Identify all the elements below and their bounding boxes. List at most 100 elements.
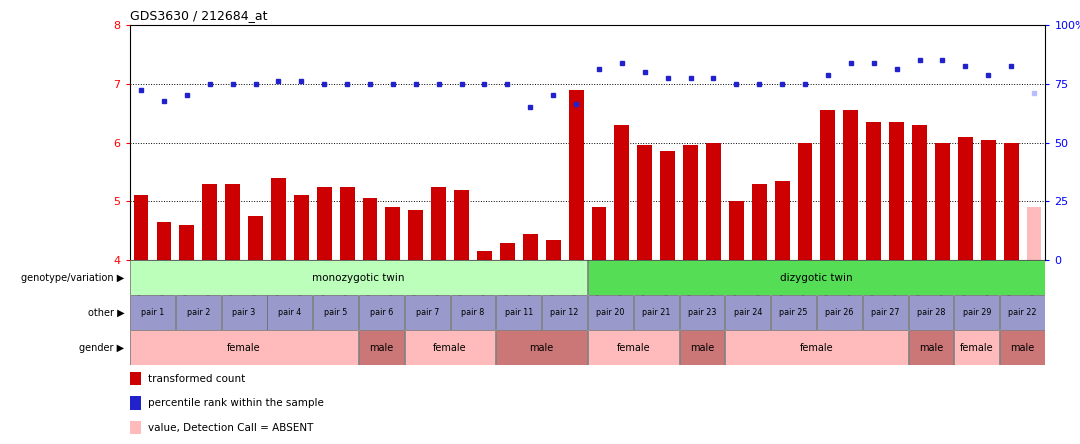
- Bar: [500, 242, 515, 260]
- Bar: [294, 195, 309, 260]
- Bar: [798, 143, 812, 260]
- Bar: [592, 207, 606, 260]
- Bar: [726, 330, 907, 365]
- Text: GDS3630 / 212684_at: GDS3630 / 212684_at: [130, 9, 267, 22]
- Text: pair 20: pair 20: [596, 308, 624, 317]
- Text: female: female: [799, 343, 834, 353]
- Bar: [981, 139, 996, 260]
- Text: pair 22: pair 22: [1009, 308, 1037, 317]
- Bar: [130, 330, 359, 365]
- Bar: [1000, 330, 1045, 365]
- Bar: [268, 295, 312, 330]
- Bar: [271, 178, 286, 260]
- Text: female: female: [433, 343, 467, 353]
- Bar: [955, 330, 999, 365]
- Bar: [405, 330, 496, 365]
- Bar: [843, 110, 859, 260]
- Text: pair 26: pair 26: [825, 308, 853, 317]
- Bar: [313, 295, 359, 330]
- Bar: [359, 295, 404, 330]
- Bar: [545, 240, 561, 260]
- Bar: [935, 143, 949, 260]
- Bar: [359, 330, 404, 365]
- Bar: [497, 330, 588, 365]
- Bar: [958, 137, 973, 260]
- Bar: [752, 184, 767, 260]
- Bar: [1027, 207, 1041, 260]
- Text: value, Detection Call = ABSENT: value, Detection Call = ABSENT: [148, 423, 313, 432]
- Text: pair 23: pair 23: [688, 308, 716, 317]
- Text: male: male: [690, 343, 714, 353]
- Bar: [569, 90, 583, 260]
- Bar: [679, 295, 725, 330]
- Bar: [771, 295, 816, 330]
- Bar: [684, 146, 698, 260]
- Text: genotype/variation ▶: genotype/variation ▶: [21, 273, 124, 283]
- Bar: [588, 295, 633, 330]
- Text: pair 7: pair 7: [416, 308, 438, 317]
- Bar: [157, 222, 172, 260]
- Bar: [450, 295, 496, 330]
- Bar: [130, 295, 175, 330]
- Bar: [634, 295, 678, 330]
- Bar: [866, 122, 881, 260]
- Text: pair 24: pair 24: [733, 308, 762, 317]
- Bar: [316, 186, 332, 260]
- Bar: [248, 216, 262, 260]
- Text: gender ▶: gender ▶: [79, 343, 124, 353]
- Text: male: male: [1011, 343, 1035, 353]
- Bar: [477, 251, 491, 260]
- Bar: [637, 146, 652, 260]
- Bar: [821, 110, 835, 260]
- Bar: [221, 295, 267, 330]
- Bar: [706, 143, 720, 260]
- Text: pair 28: pair 28: [917, 308, 945, 317]
- Bar: [955, 295, 999, 330]
- Bar: [176, 295, 220, 330]
- Text: transformed count: transformed count: [148, 374, 245, 384]
- Text: pair 1: pair 1: [140, 308, 164, 317]
- Text: pair 11: pair 11: [504, 308, 532, 317]
- Bar: [226, 184, 240, 260]
- Bar: [729, 202, 744, 260]
- Text: percentile rank within the sample: percentile rank within the sample: [148, 398, 324, 408]
- Bar: [497, 295, 541, 330]
- Bar: [179, 225, 194, 260]
- Bar: [913, 125, 927, 260]
- Text: pair 6: pair 6: [369, 308, 393, 317]
- Text: pair 5: pair 5: [324, 308, 348, 317]
- Bar: [588, 260, 1045, 295]
- Text: pair 12: pair 12: [551, 308, 579, 317]
- Text: dizygotic twin: dizygotic twin: [780, 273, 853, 283]
- Bar: [908, 295, 954, 330]
- Bar: [386, 207, 401, 260]
- Text: monozygotic twin: monozygotic twin: [312, 273, 405, 283]
- Bar: [408, 210, 423, 260]
- Text: pair 8: pair 8: [461, 308, 485, 317]
- Text: pair 21: pair 21: [642, 308, 671, 317]
- Bar: [774, 181, 789, 260]
- Text: female: female: [227, 343, 261, 353]
- Bar: [660, 151, 675, 260]
- Bar: [588, 330, 678, 365]
- Text: pair 4: pair 4: [279, 308, 301, 317]
- Bar: [908, 330, 954, 365]
- Bar: [202, 184, 217, 260]
- Text: pair 2: pair 2: [187, 308, 210, 317]
- Bar: [340, 186, 354, 260]
- Text: male: male: [919, 343, 943, 353]
- Bar: [816, 295, 862, 330]
- Bar: [615, 125, 630, 260]
- Bar: [130, 260, 588, 295]
- Text: male: male: [529, 343, 554, 353]
- Bar: [523, 234, 538, 260]
- Text: pair 3: pair 3: [232, 308, 256, 317]
- Bar: [455, 190, 469, 260]
- Text: male: male: [369, 343, 393, 353]
- Bar: [726, 295, 770, 330]
- Bar: [134, 195, 148, 260]
- Bar: [363, 198, 377, 260]
- Text: pair 27: pair 27: [870, 308, 900, 317]
- Text: other ▶: other ▶: [87, 308, 124, 318]
- Bar: [431, 186, 446, 260]
